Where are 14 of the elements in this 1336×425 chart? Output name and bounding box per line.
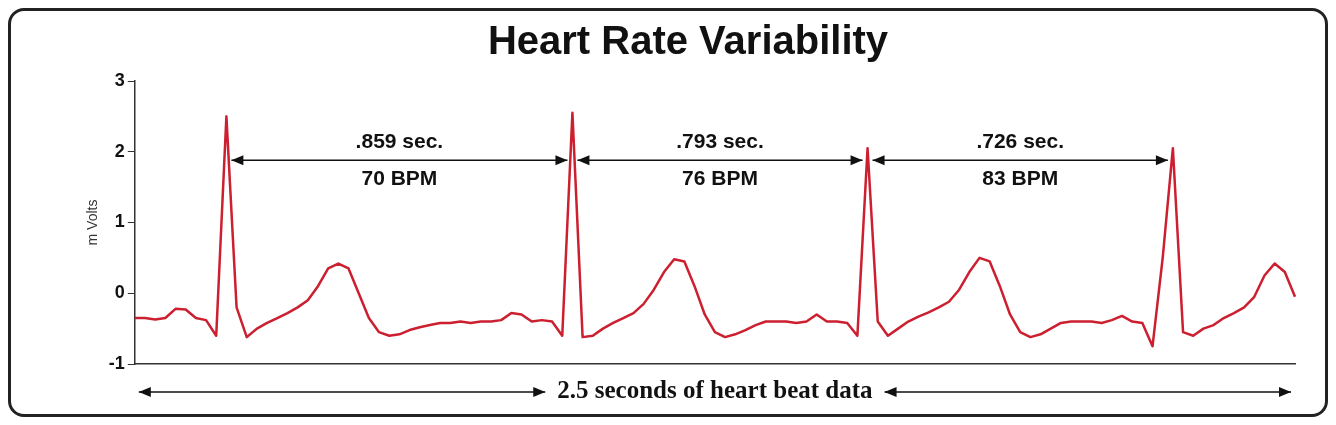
annotation: .859 sec. bbox=[355, 129, 444, 153]
annotation: .726 sec. bbox=[976, 129, 1065, 153]
y-tick-label: 0 bbox=[114, 282, 125, 303]
annotation: .793 sec. bbox=[676, 129, 764, 153]
text: 2.5 seconds of heart beat data bbox=[557, 376, 874, 404]
annotation: 70 BPM bbox=[361, 166, 438, 190]
y-tick-label: 1 bbox=[114, 211, 125, 232]
y-tick-label: 3 bbox=[114, 69, 125, 90]
annotation: 83 BPM bbox=[982, 166, 1059, 190]
y-tick-label: 2 bbox=[114, 140, 125, 161]
chart-title: Heart Rate Variability bbox=[487, 18, 889, 63]
annotation: 76 BPM bbox=[682, 166, 758, 190]
y-tick-label: -1 bbox=[108, 352, 125, 373]
y-axis-title: m Volts bbox=[84, 199, 101, 246]
